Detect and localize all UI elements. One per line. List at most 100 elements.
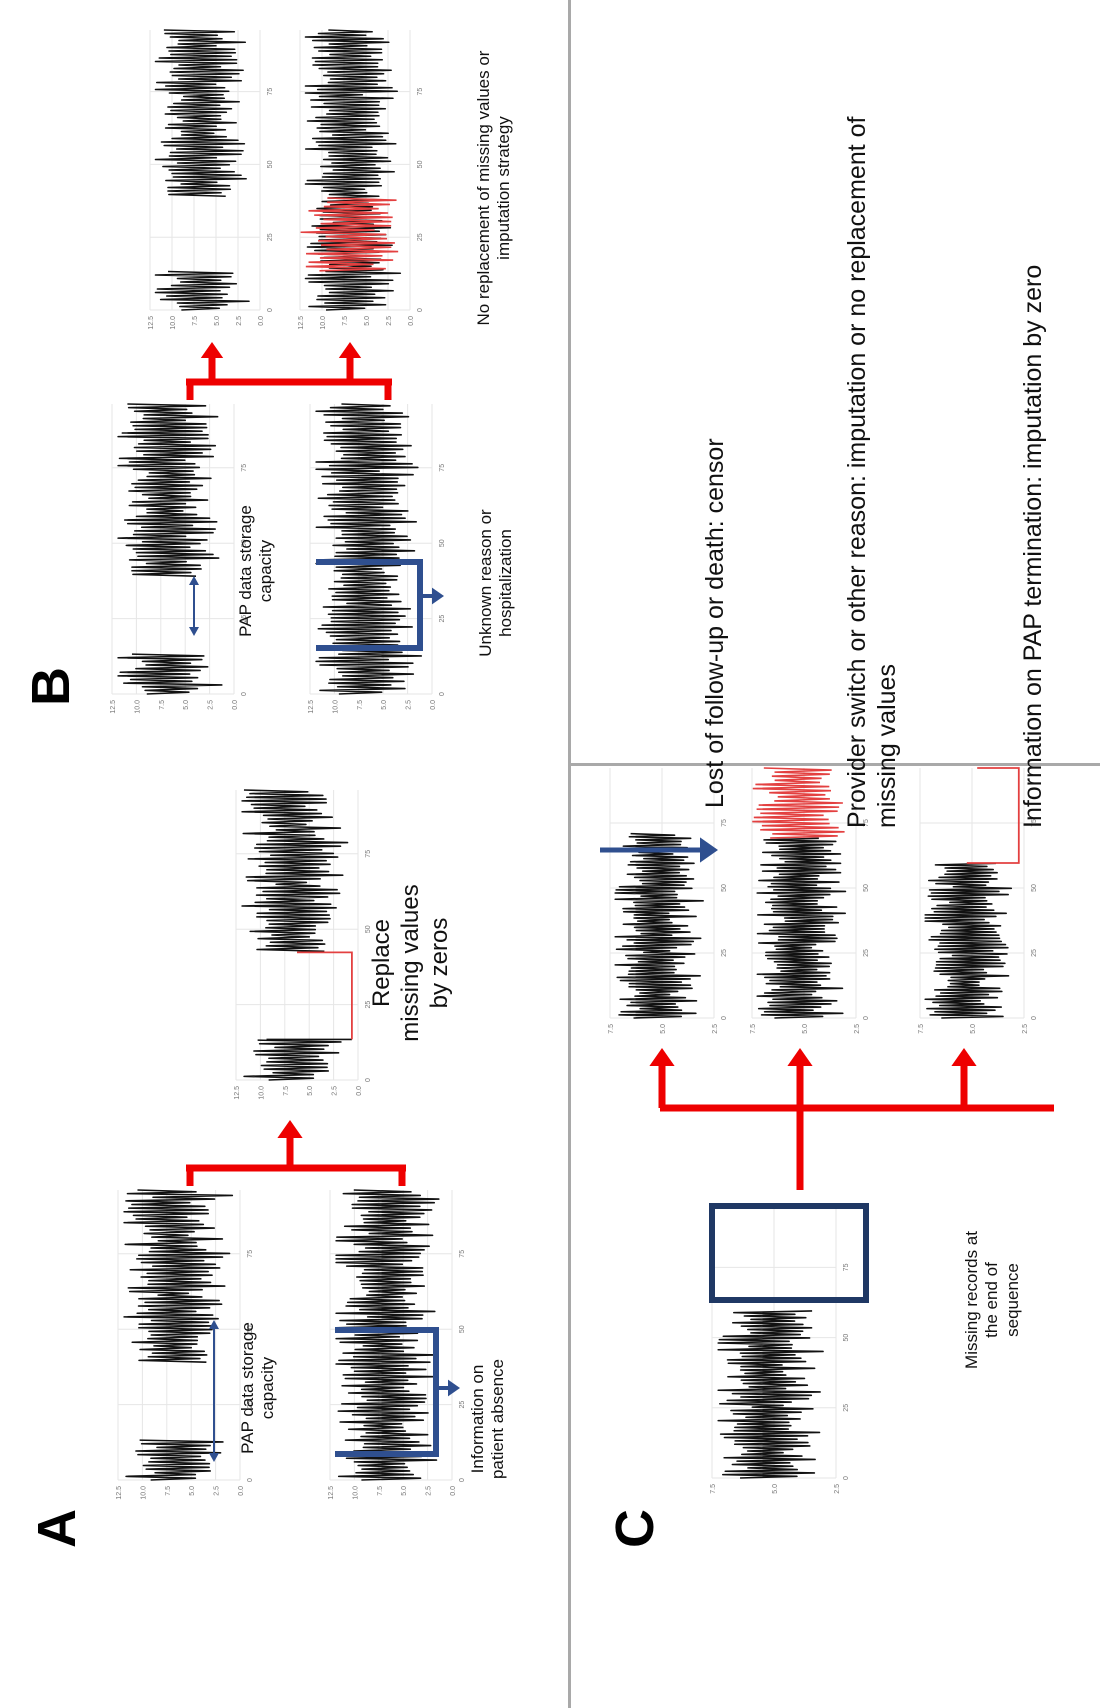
x-tick-label: 75 (439, 464, 446, 472)
y-tick-label: 0.0 (450, 1486, 457, 1496)
x-tick-label: 75 (241, 464, 248, 472)
y-tick-label: 5.0 (660, 1024, 667, 1034)
arrow-head (700, 837, 718, 863)
x-tick-label: 0 (721, 1016, 728, 1020)
arrow-head (338, 342, 362, 358)
x-tick-label: 25 (241, 615, 248, 623)
arrow-head (277, 1120, 303, 1138)
bracket-arrow (420, 587, 444, 605)
x-tick-label: 0 (241, 692, 248, 696)
panel-c-termination-label: Information on PAP termination: imputati… (1019, 264, 1047, 828)
y-tick-label: 12.5 (328, 1486, 335, 1500)
panel-c-plot-provider: 7.5 5.0 2.50 25 50 75 (750, 767, 870, 1034)
x-tick-label: 25 (267, 233, 274, 241)
panel-c-flow-arrow-1 (649, 1048, 675, 1108)
y-tick-label: 7.5 (750, 1024, 757, 1034)
x-tick-label: 50 (417, 160, 424, 168)
y-tick-label: 0.0 (408, 316, 415, 326)
y-tick-label: 12.5 (234, 1086, 241, 1100)
x-tick-label: 50 (1031, 884, 1038, 892)
bracket-arrow (436, 1379, 460, 1397)
panel-c-flow-connector (660, 1104, 1054, 1190)
x-tick-label: 25 (721, 949, 728, 957)
x-tick-label: 50 (267, 160, 274, 168)
y-tick-label: 5.0 (970, 1024, 977, 1034)
x-tick-label: 50 (365, 925, 372, 933)
x-tick-label: 0 (459, 1478, 466, 1482)
x-tick-label: 25 (459, 1401, 466, 1409)
y-tick-label: 7.5 (159, 700, 166, 710)
panel-b-no-replacement-label: No replacement of missing values or impu… (474, 50, 514, 326)
panel-a-plot-result: 12.5 10.0 7.5 5.0 2.5 0.00 25 50 75 (234, 789, 372, 1100)
y-tick-label: 0.0 (356, 1086, 363, 1096)
y-tick-label: 2.5 (1022, 1024, 1029, 1034)
panel-a-plot-bottom: 12.5 10.0 7.5 5.0 2.5 0.00 25 50 75 (328, 1189, 466, 1500)
signal-line (117, 403, 220, 577)
panel-b-plot-result-bottom: 12.5 10.0 7.5 5.0 2.5 0.00 25 50 75 (298, 29, 424, 330)
x-tick-label: 25 (247, 1401, 254, 1409)
y-tick-label: 0.0 (430, 700, 437, 710)
y-tick-label: 5.0 (381, 700, 388, 710)
y-tick-label: 0.0 (232, 700, 239, 710)
panel-c-plot-censor: 7.5 5.0 2.50 25 50 75 (608, 768, 728, 1034)
y-tick-label: 2.5 (214, 1486, 221, 1496)
y-tick-label: 5.0 (189, 1486, 196, 1496)
y-tick-label: 10.0 (170, 316, 177, 330)
signal-line (614, 832, 704, 1019)
y-tick-label: 2.5 (406, 700, 413, 710)
y-tick-label: 10.0 (320, 316, 327, 330)
x-tick-label: 0 (439, 692, 446, 696)
arrow-head (787, 1048, 813, 1066)
signal-line (335, 1189, 440, 1481)
signal-line (924, 862, 1013, 1019)
x-tick-label: 0 (417, 308, 424, 312)
zero-imputed-line (297, 951, 353, 1040)
panel-b-unknown-bracket (316, 559, 423, 651)
y-tick-label: 12.5 (148, 316, 155, 330)
imputed-values-line (300, 197, 399, 272)
signal-line (243, 1039, 342, 1081)
panel-c-missing-frame (709, 1203, 869, 1303)
x-tick-label: 75 (247, 1250, 254, 1258)
x-tick-label: 25 (1031, 949, 1038, 957)
arrow-head (209, 1453, 219, 1462)
x-tick-label: 25 (863, 949, 870, 957)
y-tick-label: 7.5 (192, 316, 199, 326)
panel-a-absence-label: Information on patient absence (468, 1358, 508, 1480)
y-tick-label: 5.0 (183, 700, 190, 710)
panel-b-plot-bottom: 12.5 10.0 7.5 5.0 2.5 0.00 25 50 75 (308, 403, 446, 714)
signal-line (123, 1189, 234, 1363)
panel-a-absence-bracket (335, 1327, 439, 1457)
panel-b-storage-arrow (189, 576, 199, 636)
arrow-head (432, 587, 444, 605)
y-tick-label: 10.0 (352, 1486, 359, 1500)
x-tick-label: 75 (365, 850, 372, 858)
y-tick-label: 5.0 (214, 316, 221, 326)
y-tick-label: 5.0 (364, 316, 371, 326)
termination-zero-line (966, 767, 1020, 864)
y-tick-label: 12.5 (116, 1486, 123, 1500)
x-tick-label: 75 (417, 88, 424, 96)
panel-a-plot-top: 12.5 10.0 7.5 5.0 2.5 0.00 25 50 75 (116, 1189, 254, 1500)
panel-c-censor-label: Lost of follow-up or death: censor (701, 438, 729, 808)
panel-c-flow-arrow-3 (951, 1048, 977, 1108)
panel-c-missing-end-label: Missing records at the end of sequence (962, 1231, 1022, 1369)
y-tick-label: 2.5 (332, 1086, 339, 1096)
y-tick-label: 7.5 (342, 316, 349, 326)
x-tick-label: 25 (417, 233, 424, 241)
y-tick-label: 2.5 (236, 316, 243, 326)
x-tick-label: 50 (721, 884, 728, 892)
y-tick-label: 0.0 (238, 1486, 245, 1496)
x-tick-label: 50 (863, 884, 870, 892)
y-tick-label: 7.5 (165, 1486, 172, 1496)
x-tick-label: 75 (1031, 819, 1038, 827)
panel-a-storage-label: PAP data storage capacity (238, 1322, 278, 1454)
signal-line (117, 653, 223, 695)
x-tick-label: 25 (365, 1001, 372, 1009)
x-tick-label: 75 (863, 819, 870, 827)
arrow-head (189, 627, 199, 636)
panel-c-plot-source: 7.5 5.0 2.50 25 50 75 (710, 1208, 850, 1494)
x-tick-label: 75 (459, 1250, 466, 1258)
